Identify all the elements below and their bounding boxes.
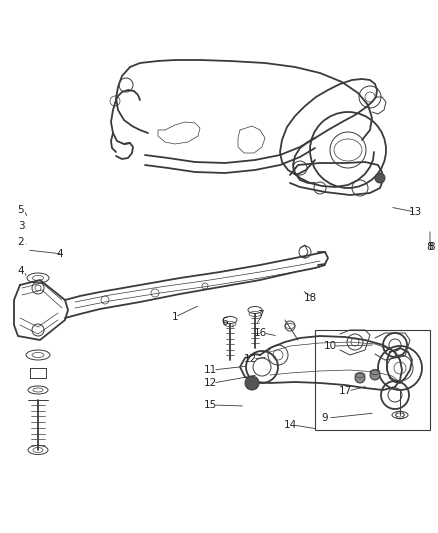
Text: 7: 7 [257, 310, 263, 320]
Text: 12: 12 [244, 354, 257, 364]
Text: 11: 11 [203, 365, 217, 375]
Text: 6: 6 [222, 317, 228, 327]
Bar [315, 330, 430, 430]
Text: 18: 18 [304, 293, 317, 303]
Text: 17: 17 [339, 386, 352, 396]
Text: 13: 13 [408, 207, 422, 217]
Text: 16: 16 [253, 328, 267, 338]
Text: 10: 10 [323, 341, 336, 351]
Circle shape [355, 373, 365, 383]
Text: 4: 4 [18, 266, 25, 276]
Text: 8: 8 [427, 242, 433, 252]
Circle shape [375, 173, 385, 183]
Circle shape [245, 376, 259, 390]
Text: 4: 4 [57, 249, 64, 259]
Text: 1: 1 [172, 312, 178, 322]
Text: 12: 12 [203, 378, 217, 388]
Text: 15: 15 [203, 400, 217, 410]
Text: 8: 8 [429, 242, 435, 252]
Text: 14: 14 [283, 420, 297, 430]
Text: 3: 3 [18, 221, 25, 231]
Text: 5: 5 [18, 205, 25, 215]
Circle shape [370, 370, 380, 380]
Text: 9: 9 [321, 413, 328, 423]
Text: 2: 2 [18, 237, 25, 247]
